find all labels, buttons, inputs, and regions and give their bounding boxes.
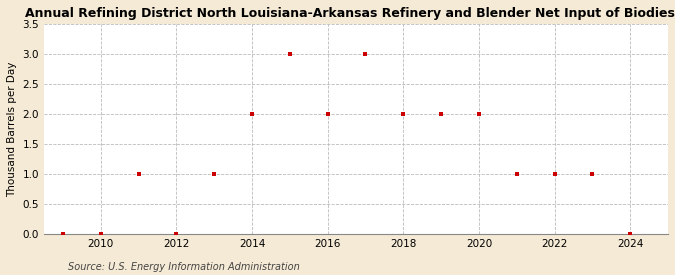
Point	[133, 172, 144, 176]
Point	[95, 232, 106, 236]
Point	[549, 172, 560, 176]
Point	[587, 172, 598, 176]
Point	[360, 52, 371, 56]
Point	[171, 232, 182, 236]
Point	[322, 112, 333, 116]
Point	[209, 172, 219, 176]
Title: Annual Refining District North Louisiana-Arkansas Refinery and Blender Net Input: Annual Refining District North Louisiana…	[25, 7, 675, 20]
Point	[436, 112, 447, 116]
Point	[57, 232, 68, 236]
Point	[398, 112, 408, 116]
Point	[474, 112, 485, 116]
Text: Source: U.S. Energy Information Administration: Source: U.S. Energy Information Administ…	[68, 262, 299, 272]
Point	[625, 232, 636, 236]
Point	[284, 52, 295, 56]
Point	[246, 112, 257, 116]
Point	[512, 172, 522, 176]
Y-axis label: Thousand Barrels per Day: Thousand Barrels per Day	[7, 61, 17, 197]
